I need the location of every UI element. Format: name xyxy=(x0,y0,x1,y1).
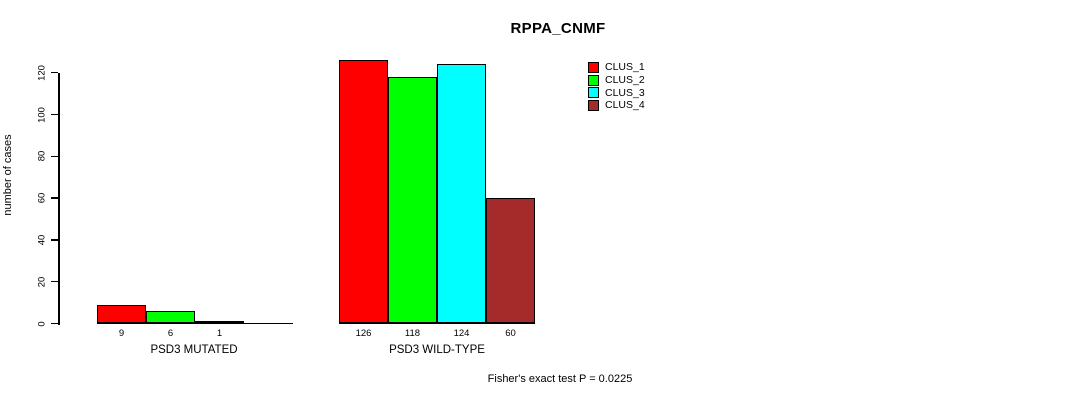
fisher-test-annotation: Fisher's exact test P = 0.0225 xyxy=(487,373,633,385)
bar-value-label: 6 xyxy=(167,328,174,339)
y-axis-tick-label: 100 xyxy=(36,106,48,123)
y-axis-tick xyxy=(51,280,58,283)
legend-row: CLUS_4 xyxy=(588,99,645,112)
legend-label: CLUS_3 xyxy=(605,86,645,99)
group-baseline xyxy=(339,322,535,325)
y-axis-tick xyxy=(51,197,58,199)
legend-row: CLUS_1 xyxy=(588,61,645,74)
bar-value-label: 1 xyxy=(216,328,223,339)
y-axis-tick-label: 60 xyxy=(36,192,48,204)
y-axis-tick-label: 120 xyxy=(36,64,48,81)
legend-label: CLUS_1 xyxy=(605,61,645,74)
legend-label: CLUS_4 xyxy=(605,99,645,112)
bar-clus_1 xyxy=(339,60,388,324)
legend-swatch-clus_3 xyxy=(588,87,599,99)
y-axis-label: number of cases xyxy=(2,134,14,216)
y-axis-tick-label: 40 xyxy=(36,234,48,246)
bar-value-label: 9 xyxy=(118,328,125,339)
y-axis-tick xyxy=(51,113,58,116)
bar-value-label: 126 xyxy=(355,328,372,339)
legend-row: CLUS_3 xyxy=(588,86,645,99)
bar-value-label: 124 xyxy=(453,328,470,339)
bar-value-label: 60 xyxy=(505,328,516,339)
y-axis-tick xyxy=(51,239,58,241)
y-axis-tick xyxy=(51,71,58,74)
bar-clus_2 xyxy=(146,310,195,324)
group-baseline xyxy=(97,322,293,325)
y-axis-tick-label: 20 xyxy=(36,276,48,287)
y-axis-tick-label: 80 xyxy=(36,151,48,162)
bar-clus_3 xyxy=(437,64,486,324)
legend-swatch-clus_2 xyxy=(588,74,599,86)
y-axis-tick xyxy=(51,322,58,325)
legend-row: CLUS_2 xyxy=(588,74,645,87)
chart-title: RPPA_CNMF xyxy=(510,20,606,37)
bar-clus_1 xyxy=(97,304,146,324)
bar-value-label: 118 xyxy=(404,328,421,339)
bar-clus_3 xyxy=(195,321,244,324)
group-label-psd3-wild-type: PSD3 WILD-TYPE xyxy=(389,344,485,356)
legend-swatch-clus_4 xyxy=(588,99,599,111)
bar-clus_4 xyxy=(486,198,535,324)
bar-clus_2 xyxy=(388,76,437,324)
legend: CLUS_1 CLUS_2 CLUS_3 CLUS_4 xyxy=(588,61,645,112)
y-axis-tick xyxy=(51,155,58,158)
legend-label: CLUS_2 xyxy=(605,74,645,87)
group-label-psd3-mutated: PSD3 MUTATED xyxy=(150,344,238,356)
y-axis-line xyxy=(58,73,60,325)
y-axis-tick-label: 0 xyxy=(36,320,48,327)
legend-swatch-clus_1 xyxy=(588,61,599,73)
